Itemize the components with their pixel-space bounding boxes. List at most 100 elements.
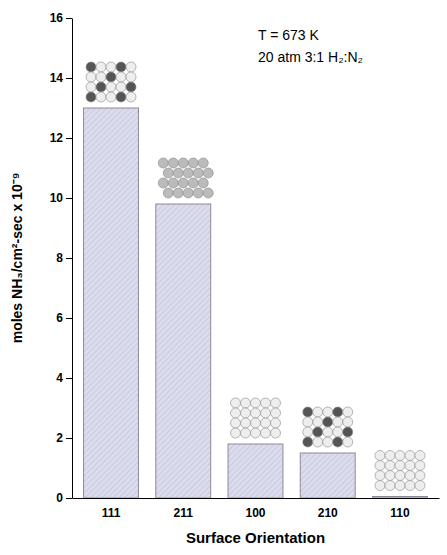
atom: [271, 408, 281, 418]
atom: [116, 62, 126, 72]
atom: [251, 428, 261, 438]
atom: [158, 158, 168, 168]
tick-mark: [66, 198, 72, 199]
atom: [106, 82, 116, 92]
tick-label: 0: [56, 491, 63, 505]
atom: [261, 428, 271, 438]
atom: [178, 178, 188, 188]
tick-label: 4: [56, 371, 63, 385]
atom: [333, 407, 343, 417]
axis-line: [73, 498, 440, 499]
tick: 0: [56, 491, 72, 505]
atom: [375, 461, 385, 471]
atom: [415, 451, 425, 461]
tick: 14: [50, 71, 72, 85]
tick-mark: [66, 378, 72, 379]
atom: [178, 158, 188, 168]
atom: [375, 471, 385, 481]
atom: [251, 408, 261, 418]
tick: 110: [390, 498, 410, 520]
atom: [415, 481, 425, 491]
tick: 210: [318, 498, 338, 520]
tick: 111: [102, 498, 121, 520]
bar: [156, 204, 211, 498]
atom: [168, 158, 178, 168]
atom: [86, 62, 96, 72]
tick-mark: [66, 78, 72, 79]
atom: [333, 437, 343, 447]
x-axis-title: Surface Orientation: [186, 529, 325, 546]
atom: [231, 428, 241, 438]
atom: [106, 72, 116, 82]
atom: [395, 471, 405, 481]
tick: 16: [50, 11, 72, 25]
atom: [385, 461, 395, 471]
atom: [173, 168, 183, 178]
atom: [313, 407, 323, 417]
tick: 100: [245, 498, 265, 520]
atom: [183, 168, 193, 178]
atom: [231, 418, 241, 428]
atom: [203, 168, 213, 178]
atom: [385, 471, 395, 481]
tick-label: 110: [390, 506, 410, 520]
tick: 2: [56, 431, 72, 445]
atom: [183, 188, 193, 198]
atom: [96, 72, 106, 82]
atom: [405, 451, 415, 461]
atom: [163, 188, 173, 198]
atom: [168, 178, 178, 188]
atom: [271, 398, 281, 408]
atom: [188, 178, 198, 188]
tick-label: 10: [50, 191, 64, 205]
atom: [241, 418, 251, 428]
tick: 6: [56, 311, 72, 325]
atom: [271, 428, 281, 438]
tick: 10: [50, 191, 72, 205]
tick-label: 16: [50, 11, 64, 25]
atom: [313, 437, 323, 447]
atom: [313, 427, 323, 437]
atom: [323, 437, 333, 447]
atom: [303, 407, 313, 417]
axis-line: [72, 19, 73, 499]
tick-mark: [66, 498, 72, 499]
atom: [251, 398, 261, 408]
tick-label: 14: [50, 71, 64, 85]
y-axis-title: moles NH₃/cm²-sec x 10⁻⁹: [9, 173, 25, 344]
atom: [198, 158, 208, 168]
atom: [375, 451, 385, 461]
bar: [228, 444, 283, 498]
atom: [231, 398, 241, 408]
atom: [193, 168, 203, 178]
tick-label: 210: [318, 506, 338, 520]
surface-models: [86, 62, 425, 491]
atom: [395, 451, 405, 461]
tick: 8: [56, 251, 72, 265]
tick-label: 8: [56, 251, 63, 265]
tick-label: 12: [50, 131, 64, 145]
x-axis: 111 211 100 210 110: [73, 498, 440, 520]
atom: [303, 437, 313, 447]
atom: [96, 62, 106, 72]
tick-mark: [66, 438, 72, 439]
atom: [415, 461, 425, 471]
atom: [333, 417, 343, 427]
tick: 4: [56, 371, 72, 385]
tick: 211: [174, 498, 194, 520]
atom: [303, 417, 313, 427]
atom: [126, 62, 136, 72]
atom: [106, 92, 116, 102]
tick-mark: [66, 318, 72, 319]
atom: [116, 72, 126, 82]
tick-mark: [66, 258, 72, 259]
bars: [84, 108, 428, 498]
tick: 12: [50, 131, 72, 145]
atom: [251, 418, 261, 428]
atom: [126, 82, 136, 92]
atom: [323, 417, 333, 427]
tick-label: 6: [56, 311, 63, 325]
atom: [173, 188, 183, 198]
atom: [415, 471, 425, 481]
atom: [106, 62, 116, 72]
